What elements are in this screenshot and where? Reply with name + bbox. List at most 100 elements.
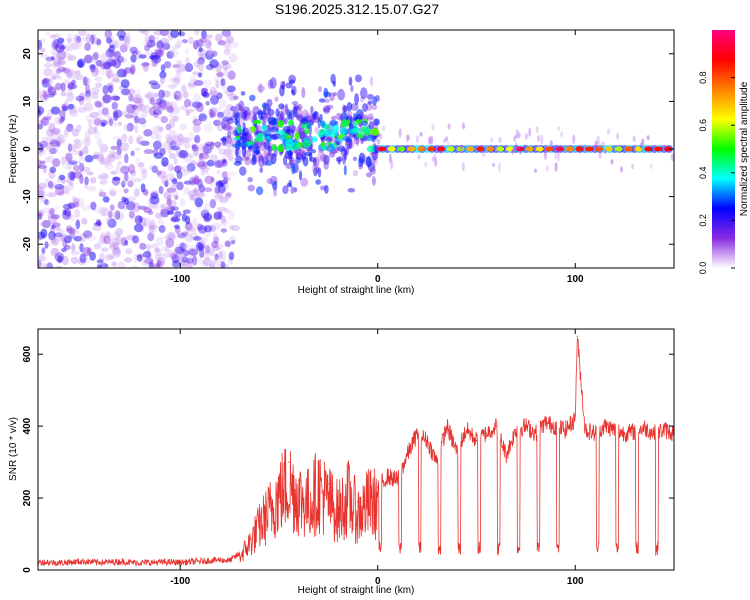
colorbar-tick-label: 0.6: [698, 119, 708, 132]
spectrogram-cell: [424, 161, 428, 168]
spectrogram-cell: [147, 255, 153, 266]
spectrogram-cell: [70, 242, 76, 253]
spectrogram-cell: [279, 134, 286, 142]
spectrogram-cell: [154, 248, 163, 257]
spectrogram-cell: [166, 51, 174, 59]
snr-data-point: [426, 439, 428, 442]
spectrogram-cell: [83, 257, 91, 263]
spectrogram-cell: [191, 101, 202, 109]
spectrogram-cell: [147, 232, 155, 242]
spectrogram-cell: [397, 146, 406, 152]
spectrogram-cell: [158, 185, 164, 195]
spectrogram-cell: [137, 103, 146, 112]
spectrogram-cell: [203, 213, 213, 222]
spectrogram-cell: [42, 89, 47, 99]
spectrogram-cell: [197, 72, 203, 78]
spectrogram-cell: [121, 133, 128, 143]
spectrogram-cell: [58, 59, 65, 65]
spectrogram-cell: [218, 148, 226, 156]
spectrogram-cell: [96, 259, 104, 264]
spectrogram-cell: [227, 92, 238, 102]
spectrogram-cell: [154, 113, 162, 120]
spectrogram-cell: [107, 210, 113, 219]
spectrogram-cell: [223, 67, 229, 77]
figure-title: S196.2025.312.15.07.G27: [275, 1, 439, 17]
spectrogram-cell: [67, 54, 77, 61]
spectrogram-cell: [38, 148, 47, 156]
spectrogram-cell: [105, 253, 114, 260]
spectrogram-cell: [96, 264, 102, 268]
spectrogram-cell: [67, 45, 75, 51]
spectrogram-cell: [200, 107, 207, 115]
spectrogram-cell: [168, 129, 178, 140]
spectrogram-cell: [210, 259, 219, 268]
spectrogram-cell: [95, 82, 103, 88]
snr-data-point: [624, 432, 626, 434]
spectrogram-cell: [192, 39, 199, 50]
spectrogram-cell: [60, 82, 66, 92]
spectrogram-cell: [182, 243, 189, 249]
spectrogram-cell: [39, 190, 47, 198]
spectrogram-cell: [323, 105, 331, 114]
spectrogram-cell: [79, 253, 87, 264]
snr-y-tick-label: 200: [22, 489, 33, 506]
spectrogram-cell: [66, 52, 72, 62]
spectrogram-cell: [63, 79, 69, 85]
spectrogram-cell: [597, 141, 601, 149]
spectrogram-cell: [182, 91, 189, 99]
spectrogram-cell: [314, 126, 320, 134]
spectrogram-cell: [39, 140, 49, 149]
spectrogram-cell: [83, 137, 91, 147]
spectrogram-cell: [43, 62, 52, 69]
spectrogram-cell: [168, 233, 177, 241]
spectrogram-cell: [97, 151, 104, 161]
spectrogram-cell: [557, 126, 561, 131]
spectrogram-cell: [390, 159, 394, 170]
spectrogram-cell: [65, 152, 73, 162]
spectrogram-cell: [83, 102, 94, 112]
spectrogram-cell: [247, 184, 255, 192]
spectrogram-cell: [214, 253, 219, 261]
spectrogram-cell: [155, 133, 162, 143]
colorbar-tick-label: 0.0: [698, 262, 708, 275]
spectrogram-cell: [323, 154, 330, 165]
spectrogram-cell: [51, 222, 61, 228]
spectrogram-cell: [137, 205, 148, 210]
spectrogram-cell: [379, 132, 383, 140]
spectrogram-cell: [171, 253, 180, 264]
spectrogram-cell: [117, 160, 122, 166]
spectrogram-cell: [223, 88, 228, 93]
spectrogram-cell: [73, 201, 80, 208]
spectrogram-cell: [554, 151, 558, 160]
spectrogram-cell: [290, 156, 295, 165]
spectrogram-cell: [79, 174, 84, 185]
spectrogram-cell: [218, 196, 229, 203]
spectrogram-cell: [47, 86, 57, 96]
spectrogram-cell: [177, 233, 187, 239]
spectrogram-cell: [89, 111, 100, 119]
snr-x-tick-label: 100: [567, 576, 584, 587]
spectrogram-cell: [56, 119, 64, 125]
spectrogram-cell: [298, 170, 303, 181]
spectrogram-cell: [191, 144, 199, 152]
spectrogram-cell: [369, 75, 374, 87]
spectrogram-cell: [201, 30, 207, 39]
spectrogram-cell: [296, 115, 300, 121]
spectrogram-cell: [162, 252, 172, 258]
spectrogram-cell: [86, 247, 92, 255]
spectrogram-cell: [129, 215, 134, 221]
spectrogram-cell: [69, 228, 80, 236]
spectrogram-marks: [38, 30, 674, 268]
spectrogram-cell: [69, 109, 79, 117]
spectrogram-cell: [42, 262, 47, 268]
spectrogram-cell: [67, 202, 76, 210]
spectrogram-cell: [74, 70, 81, 76]
spectrogram-cell: [127, 109, 136, 119]
spectrogram-cell: [75, 95, 85, 102]
spectrogram-cell: [132, 254, 138, 263]
spectrogram-cell: [266, 178, 273, 185]
spectrogram-cell: [40, 228, 48, 239]
spectrogram-cell: [197, 160, 208, 170]
spectrogram-cell: [168, 104, 175, 115]
spectrogram-cell: [112, 176, 121, 181]
